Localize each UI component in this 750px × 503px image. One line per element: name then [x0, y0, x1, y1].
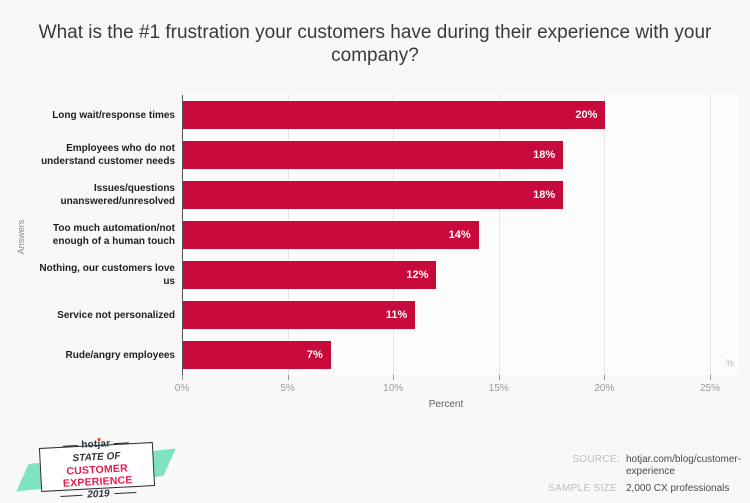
bar-value-label: 11%: [385, 309, 408, 321]
bar: 7%: [183, 341, 331, 369]
source-block: SOURCE: hotjar.com/blog/customer-experie…: [546, 454, 750, 495]
hotjar-badge: hotjar STATE OF CUSTOMER EXPERIENCE 2019: [16, 437, 176, 501]
bar: 11%: [183, 301, 416, 329]
bar: 14%: [183, 221, 479, 249]
badge-box: hotjar STATE OF CUSTOMER EXPERIENCE 2019: [38, 437, 156, 501]
bar-value-label: 7%: [306, 349, 323, 361]
x-tick-label: 15%: [488, 383, 509, 394]
bar-value-label: 14%: [448, 229, 471, 241]
category-label: Employees who do not understand customer…: [41, 143, 175, 167]
category-label: Nothing, our customers love us: [39, 263, 175, 287]
sample-size-label: SAMPLE SIZE:: [548, 483, 620, 494]
category-label: Service not personalized: [57, 309, 175, 321]
sample-size-value: 2,000 CX professionals: [626, 483, 730, 494]
bar: 12%: [183, 261, 437, 289]
gridline: [498, 95, 500, 375]
x-tick-label: 20%: [594, 383, 615, 394]
y-axis-line: [182, 95, 183, 375]
year-divider-line: [60, 494, 83, 497]
plot-area: 0% 5% 10% 15% 20% 25% 20% 18% 18% 14% 12% 11% 7%: [175, 95, 720, 394]
hotjar-wordmark-text: hotjar: [81, 438, 111, 451]
x-tick: [182, 375, 183, 380]
x-tick: [710, 375, 711, 380]
x-tick: [287, 375, 289, 380]
category-labels-column: Long wait/response times Employees who do…: [35, 95, 175, 375]
y-axis-title: Answers: [16, 219, 26, 255]
x-tick-label: 5%: [280, 383, 295, 394]
gridline: [710, 95, 711, 375]
x-tick: [498, 375, 500, 380]
source-label: SOURCE:: [572, 454, 620, 465]
bar-value-label: 18%: [533, 149, 556, 161]
x-tick: [604, 375, 606, 380]
bar-value-label: 20%: [575, 109, 598, 121]
x-tick-label: 10%: [383, 383, 404, 394]
category-label: Long wait/response times: [52, 109, 175, 121]
brand-divider-line: [114, 442, 130, 445]
bar-value-label: 18%: [533, 189, 556, 201]
source-value: hotjar.com/blog/customer-experience: [626, 454, 742, 477]
hotjar-wordmark: hotjar: [81, 437, 111, 451]
bar: 18%: [183, 141, 564, 169]
category-label: Issues/questions unanswered/unresolved: [60, 183, 175, 207]
bar: 18%: [183, 181, 564, 209]
axis-unit-label: %: [726, 358, 735, 368]
chart-title: What is the #1 frustration your customer…: [38, 22, 712, 66]
badge-year: 2019: [87, 488, 110, 501]
brand-divider-line: [62, 444, 78, 447]
gridline: [604, 95, 606, 375]
category-label: Rude/angry employees: [65, 349, 175, 361]
bar: 20%: [183, 101, 606, 129]
x-tick-label: 0%: [174, 383, 190, 394]
x-axis-title: Percent: [428, 399, 464, 410]
category-label: Too much automation/not enough of a huma…: [52, 223, 175, 247]
bar-value-label: 12%: [406, 269, 429, 281]
x-tick: [393, 375, 395, 380]
year-divider-line: [114, 491, 137, 495]
x-tick-label: 25%: [699, 383, 720, 394]
